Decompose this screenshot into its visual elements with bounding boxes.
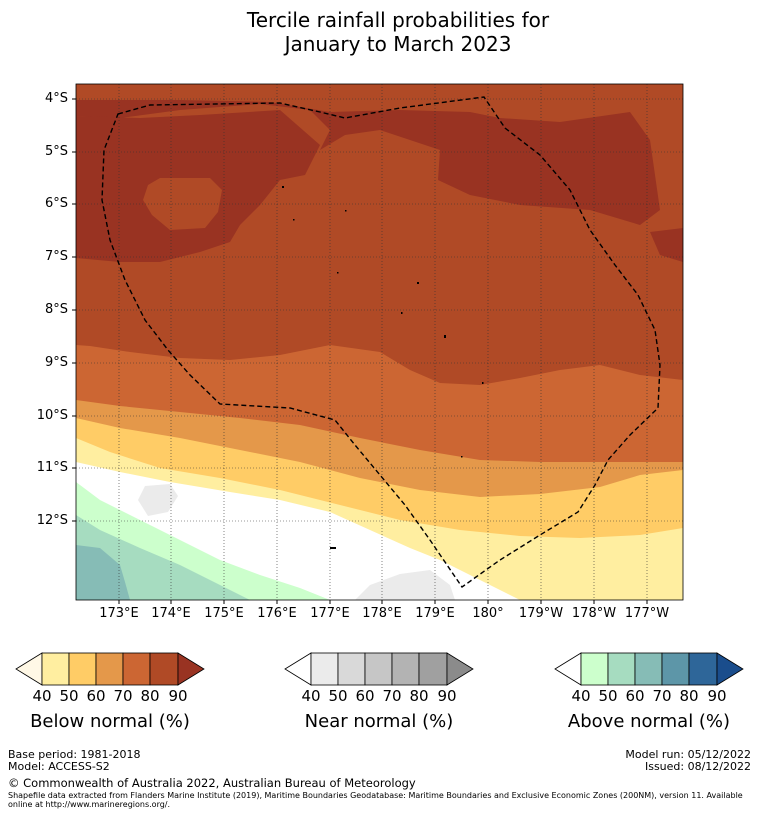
lon-label-178e: 178°E bbox=[362, 606, 402, 621]
zone-above-60-70 bbox=[76, 545, 130, 600]
below-swatch-50 bbox=[68, 652, 97, 686]
title-line-1: Tercile rainfall probabilities for bbox=[246, 8, 550, 32]
below-tick-90: 90 bbox=[168, 687, 188, 705]
below-tick-40: 40 bbox=[32, 687, 52, 705]
above-tick-80: 80 bbox=[679, 687, 699, 705]
zone-near-40-50-west bbox=[138, 484, 178, 516]
colorbar-below bbox=[15, 652, 205, 686]
colorbar-above bbox=[554, 652, 744, 686]
zone-below-90-east bbox=[650, 228, 683, 262]
below-swatch-60 bbox=[95, 652, 124, 686]
above-tick-60: 60 bbox=[625, 687, 645, 705]
lon-label-178w: 178°W bbox=[571, 606, 617, 621]
island-markers bbox=[282, 186, 484, 549]
lat-label-12s: 12°S bbox=[36, 513, 68, 528]
lat-label-7s: 7°S bbox=[44, 249, 68, 264]
above-arrow-low bbox=[554, 652, 582, 686]
below-swatch-40 bbox=[41, 652, 70, 686]
above-swatch-80 bbox=[688, 652, 718, 686]
lon-label-177w: 177°W bbox=[624, 606, 670, 621]
lon-label-179e: 179°E bbox=[415, 606, 455, 621]
below-tick-60: 60 bbox=[86, 687, 106, 705]
near-swatch-50 bbox=[337, 652, 366, 686]
graticule bbox=[76, 84, 683, 600]
lat-label-9s: 9°S bbox=[44, 355, 68, 370]
copyright-notice: © Commonwealth of Australia 2022, Austra… bbox=[8, 776, 416, 790]
above-swatch-70 bbox=[661, 652, 690, 686]
shapefile-attribution: Shapefile data extracted from Flanders M… bbox=[8, 791, 743, 809]
below-tick-50: 50 bbox=[59, 687, 79, 705]
rainfall-probability-map bbox=[76, 84, 683, 600]
map-frame bbox=[75, 83, 684, 601]
lat-label-8s: 8°S bbox=[44, 302, 68, 317]
near-tick-70: 70 bbox=[382, 687, 402, 705]
below-swatch-70 bbox=[122, 652, 151, 686]
near-swatch-60 bbox=[364, 652, 393, 686]
above-tick-90: 90 bbox=[707, 687, 727, 705]
near-arrow-high bbox=[446, 652, 474, 686]
lon-label-173e: 173°E bbox=[99, 606, 139, 621]
zone-near-40-50-south bbox=[355, 570, 455, 600]
eez-boundary bbox=[101, 96, 661, 588]
zone-below-90-north bbox=[76, 100, 660, 225]
lon-label-180: 180° bbox=[472, 606, 504, 621]
model-run-date: Model run: 05/12/2022 bbox=[625, 748, 751, 761]
lat-label-10s: 10°S bbox=[36, 408, 68, 423]
above-swatch-50 bbox=[607, 652, 636, 686]
above-tick-70: 70 bbox=[652, 687, 672, 705]
above-legend-title: Above normal (%) bbox=[567, 711, 731, 732]
below-arrow-high bbox=[177, 652, 205, 686]
above-tick-40: 40 bbox=[571, 687, 591, 705]
map-title: Tercile rainfall probabilities for Janua… bbox=[0, 8, 758, 56]
colorbar-near bbox=[284, 652, 474, 686]
near-swatch-70 bbox=[391, 652, 420, 686]
near-tick-60: 60 bbox=[355, 687, 375, 705]
lat-label-11s: 11°S bbox=[36, 460, 68, 475]
near-swatch-40 bbox=[310, 652, 339, 686]
above-swatch-40 bbox=[580, 652, 609, 686]
model-name: Model: ACCESS-S2 bbox=[8, 760, 110, 773]
below-swatch-80 bbox=[149, 652, 179, 686]
lon-label-179w: 179°W bbox=[518, 606, 564, 621]
below-arrow-low bbox=[15, 652, 43, 686]
base-period: Base period: 1981-2018 bbox=[8, 748, 141, 761]
lon-label-177e: 177°E bbox=[310, 606, 350, 621]
lon-label-176e: 176°E bbox=[257, 606, 297, 621]
above-swatch-60 bbox=[634, 652, 663, 686]
below-legend-title: Below normal (%) bbox=[30, 711, 190, 732]
lat-label-6s: 6°S bbox=[44, 196, 68, 211]
near-tick-50: 50 bbox=[328, 687, 348, 705]
title-line-2: January to March 2023 bbox=[284, 32, 512, 56]
lat-label-4s: 4°S bbox=[44, 91, 68, 106]
zone-below-80-90-inner bbox=[143, 178, 222, 230]
near-tick-80: 80 bbox=[409, 687, 429, 705]
lon-label-174e: 174°E bbox=[151, 606, 191, 621]
above-arrow-high bbox=[716, 652, 744, 686]
above-tick-50: 50 bbox=[598, 687, 618, 705]
issued-date: Issued: 08/12/2022 bbox=[644, 760, 751, 773]
lon-label-175e: 175°E bbox=[204, 606, 244, 621]
axis-ticks bbox=[72, 98, 648, 604]
near-arrow-low bbox=[284, 652, 312, 686]
below-tick-70: 70 bbox=[113, 687, 133, 705]
below-tick-80: 80 bbox=[140, 687, 160, 705]
near-tick-90: 90 bbox=[437, 687, 457, 705]
near-legend-title: Near normal (%) bbox=[304, 711, 454, 732]
lat-label-5s: 5°S bbox=[44, 144, 68, 159]
near-tick-40: 40 bbox=[301, 687, 321, 705]
near-swatch-80 bbox=[418, 652, 448, 686]
